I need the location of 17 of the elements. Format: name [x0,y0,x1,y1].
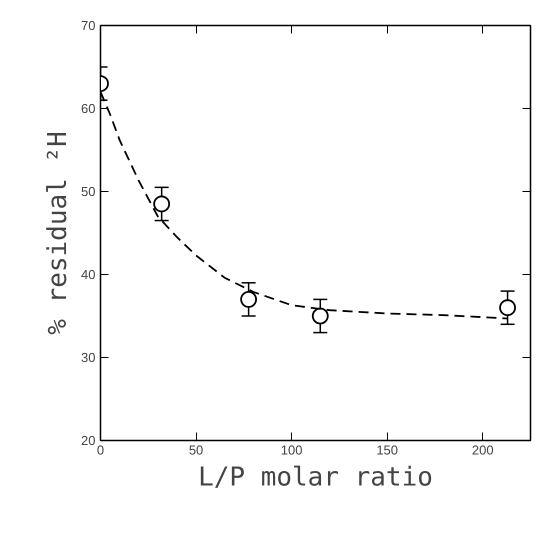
y-tick-label: 30 [81,350,96,365]
y-axis-title: % residual ²H [43,131,74,335]
point [499,299,516,316]
y-tick-label: 70 [81,18,96,33]
x-tick-label: 100 [280,442,302,458]
x-axis-title: L/P molar ratio [198,462,433,492]
y-tick-label: 50 [81,184,96,199]
x-tick-label: 150 [376,442,398,458]
point [153,196,170,212]
x-tick-label: 50 [188,442,204,458]
x-tick-label: 200 [472,442,494,458]
point [240,291,258,308]
y-tick-label: 60 [81,101,96,116]
y-tick-label: 40 [81,267,96,282]
x-tick-label: 0 [96,442,104,458]
point [312,308,329,324]
y-tick-label: 20 [81,433,96,448]
